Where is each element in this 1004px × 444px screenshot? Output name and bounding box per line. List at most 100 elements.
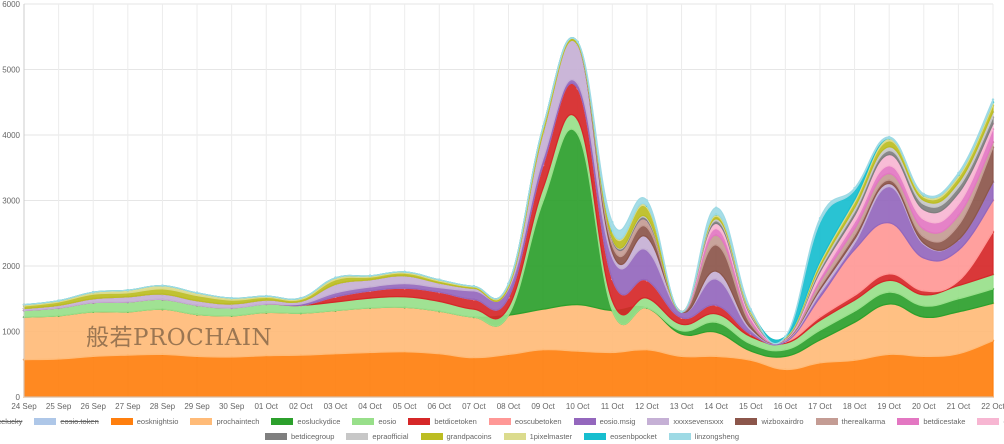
legend-item-eosknightsio[interactable]: eosknightsio	[110, 417, 179, 426]
x-tick-label: 10 Oct	[566, 402, 590, 411]
x-tick-label: 09 Oct	[531, 402, 555, 411]
legend-swatch	[265, 433, 287, 440]
legend-label: eoscubetoken	[514, 417, 562, 426]
data-point	[818, 216, 822, 220]
chart-legend: betdicelucky eosio.token eosknightsio proch…	[0, 414, 1004, 444]
x-tick-label: 29 Sep	[184, 402, 210, 411]
y-tick-label: 4000	[2, 131, 20, 140]
data-point	[57, 299, 60, 302]
x-tick-label: 28 Sep	[150, 402, 176, 411]
legend-swatch	[815, 418, 838, 425]
legend-item-betdicelucky[interactable]: betdicelucky	[0, 417, 22, 426]
x-tick-label: 20 Oct	[912, 402, 936, 411]
legend-label: 1pixelmaster	[529, 432, 573, 441]
data-point	[714, 206, 718, 209]
x-tick-label: 13 Oct	[670, 402, 694, 411]
area-series-linzongsheng	[23, 37, 994, 345]
data-point	[472, 285, 476, 288]
data-point	[368, 274, 372, 278]
legend-swatch	[420, 433, 443, 440]
legend-label: therealkarma	[841, 417, 886, 426]
legend-label: xxxxsevensxxx	[673, 417, 724, 426]
legend-item-eoscubetoken[interactable]: eoscubetoken	[488, 417, 562, 426]
legend-label: eosio.token	[60, 417, 99, 426]
x-tick-label: 12 Oct	[635, 402, 659, 411]
legend-item-eosluckydice[interactable]: eosluckydice	[271, 417, 340, 426]
legend-label: betdicestake	[923, 417, 966, 426]
legend-label: eosio	[378, 417, 397, 426]
data-point	[576, 40, 579, 44]
data-point	[784, 335, 787, 338]
data-point	[922, 192, 925, 196]
x-tick-label: 07 Oct	[462, 402, 486, 411]
x-tick-label: 30 Sep	[219, 402, 245, 411]
legend-swatch	[735, 418, 758, 425]
legend-label: eosknightsio	[136, 417, 179, 426]
legend-label: prochaintech	[216, 417, 260, 426]
legend-item-eosio.msig[interactable]: eosio.msig	[573, 417, 636, 426]
data-point	[230, 296, 233, 300]
legend-label: betdicetoken	[434, 417, 477, 426]
data-point	[645, 199, 649, 202]
legend-item-eosenbpocket[interactable]: eosenbpocket	[584, 432, 657, 441]
y-tick-label: 1000	[2, 328, 20, 337]
legend-swatch	[271, 418, 294, 425]
legend-item-prochaintech[interactable]: prochaintech	[190, 417, 259, 426]
legend-item-wizboxairdro[interactable]: wizboxairdro	[735, 417, 804, 426]
legend-label: eosenbpocket	[610, 432, 657, 441]
x-tick-label: 16 Oct	[774, 402, 798, 411]
data-point	[991, 98, 995, 101]
legend-row: betdicelucky eosio.token eosknightsio proch…	[0, 414, 1004, 429]
legend-item-xxxxsevensxxx[interactable]: xxxxsevensxxx	[647, 417, 723, 426]
stacked-area-chart: 0 1000 2000 3000 4000 5000 6000 24 Sep 25 Sep 26 …	[2, 0, 1004, 411]
data-point	[887, 135, 891, 139]
x-tick-label: 26 Sep	[81, 402, 107, 411]
data-point	[507, 282, 510, 285]
data-point	[957, 171, 960, 175]
data-point	[438, 278, 441, 281]
legend-swatch	[408, 418, 431, 425]
x-tick-label: 15 Oct	[739, 402, 763, 411]
data-point	[403, 270, 406, 274]
legend-swatch	[897, 418, 920, 425]
legend-item-eosvegasjack[interactable]: eosvegasjack	[977, 417, 1004, 426]
x-tick-label: 11 Oct	[601, 402, 625, 411]
y-tick-label: 6000	[2, 0, 20, 9]
legend-item-1pixelmaster[interactable]: 1pixelmaster	[503, 432, 573, 441]
y-tick-label: 5000	[2, 66, 20, 75]
data-point	[161, 284, 164, 287]
legend-swatch	[34, 418, 57, 425]
legend-swatch	[190, 418, 213, 425]
legend-swatch	[584, 433, 607, 440]
x-tick-label: 02 Oct	[289, 402, 313, 411]
legend-item-eosio.token[interactable]: eosio.token	[34, 417, 99, 426]
legend-item-linzongsheng[interactable]: linzongsheng	[668, 432, 739, 441]
data-point	[92, 291, 95, 294]
legend-label: betdicegroup	[291, 432, 335, 441]
legend-item-epraofficial[interactable]: epraofficial	[346, 432, 409, 441]
legend-label: grandpacoins	[446, 432, 492, 441]
data-point	[334, 276, 337, 279]
y-tick-label: 3000	[2, 197, 20, 206]
data-point	[749, 308, 752, 311]
x-tick-label: 08 Oct	[497, 402, 521, 411]
legend-label: linzongsheng	[694, 432, 739, 441]
legend-item-eosio[interactable]: eosio	[352, 417, 396, 426]
legend-item-betdicetoken[interactable]: betdicetoken	[408, 417, 477, 426]
x-tick-label: 18 Oct	[843, 402, 867, 411]
data-point	[195, 291, 199, 295]
legend-label: eosio.msig	[599, 417, 636, 426]
legend-item-therealkarma[interactable]: therealkarma	[815, 417, 886, 426]
data-point	[126, 289, 130, 292]
legend-item-betdicegroup[interactable]: betdicegroup	[265, 432, 334, 441]
legend-label: wizboxairdro	[761, 417, 804, 426]
legend-item-grandpacoins[interactable]: grandpacoins	[420, 432, 492, 441]
legend-item-betdicestake[interactable]: betdicestake	[897, 417, 965, 426]
x-tick-label: 24 Sep	[11, 402, 37, 411]
x-tick-label: 06 Oct	[427, 402, 451, 411]
x-tick-label: 14 Oct	[704, 402, 728, 411]
data-point	[265, 294, 268, 298]
legend-swatch	[573, 418, 596, 425]
x-tick-label: 21 Oct	[947, 402, 971, 411]
legend-swatch	[977, 418, 1000, 425]
